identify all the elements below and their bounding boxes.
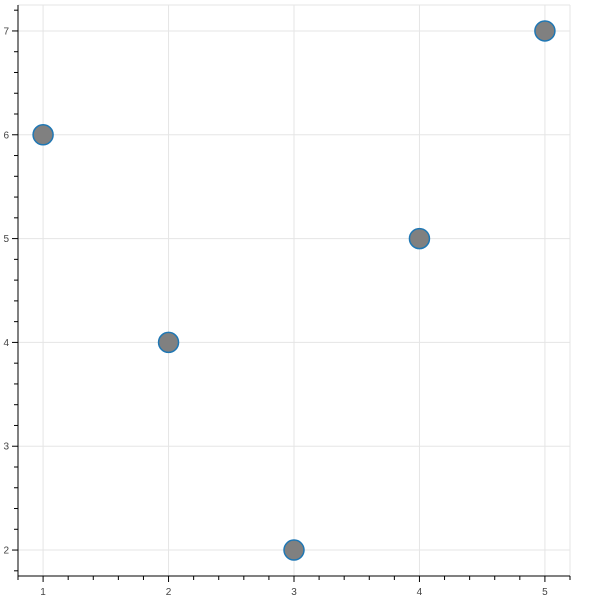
grid (18, 4, 571, 576)
axes: 1 2 3 4 5 2 3 4 5 6 7 (3, 5, 571, 598)
y-tick-label: 3 (3, 442, 9, 453)
y-tick-label: 4 (3, 338, 9, 349)
data-point (157, 331, 180, 354)
data-point (32, 124, 54, 146)
points (32, 20, 556, 561)
x-tick-label: 2 (166, 587, 172, 598)
x-tick-label: 4 (417, 587, 423, 598)
y-tick-label: 2 (3, 546, 9, 557)
y-tick-label: 7 (3, 26, 9, 37)
y-tick-label: 6 (3, 130, 9, 141)
data-point (534, 20, 556, 42)
x-tick-label: 3 (291, 587, 297, 598)
data-point (408, 227, 431, 250)
x-tick-label: 1 (40, 587, 46, 598)
x-tick-label: 5 (542, 587, 548, 598)
data-point (283, 539, 305, 561)
y-tick-label: 5 (3, 234, 9, 245)
